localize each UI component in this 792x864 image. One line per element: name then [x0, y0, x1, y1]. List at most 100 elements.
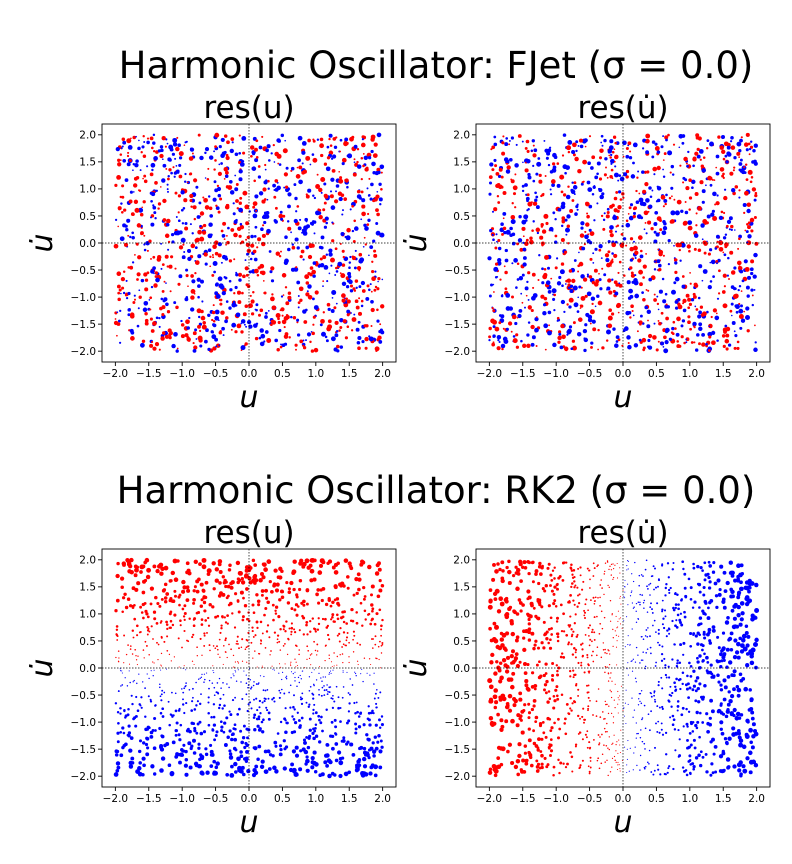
data-point: [213, 150, 216, 153]
data-point: [328, 759, 333, 765]
data-point: [115, 768, 120, 773]
data-point: [174, 755, 179, 759]
data-point: [609, 139, 614, 144]
data-point: [497, 339, 500, 342]
data-point: [743, 686, 749, 692]
data-point: [228, 686, 230, 689]
data-point: [373, 697, 376, 700]
data-point: [749, 217, 755, 223]
data-point: [199, 344, 203, 348]
data-point: [579, 307, 582, 309]
data-point: [125, 296, 129, 300]
data-point: [204, 262, 208, 266]
data-point: [150, 222, 155, 227]
data-point: [660, 659, 664, 662]
data-point: [363, 657, 366, 659]
data-point: [115, 625, 119, 628]
data-point: [732, 169, 735, 172]
data-point: [270, 279, 275, 283]
data-point: [245, 221, 250, 226]
data-point: [580, 274, 585, 279]
data-point: [143, 243, 146, 246]
data-point: [683, 586, 687, 590]
data-point: [144, 742, 149, 747]
data-point: [598, 244, 603, 249]
data-point: [640, 729, 642, 731]
data-point: [656, 602, 659, 605]
data-point: [309, 568, 315, 574]
data-point: [647, 345, 653, 350]
data-point: [655, 146, 660, 151]
data-point: [142, 616, 145, 620]
data-point: [242, 274, 246, 279]
data-point: [657, 340, 660, 343]
data-point: [159, 306, 163, 311]
data-point: [138, 139, 140, 142]
data-point: [310, 222, 315, 226]
data-point: [169, 626, 172, 629]
data-point: [122, 270, 126, 273]
y-tick-label: 1.5: [453, 157, 470, 169]
data-point: [342, 255, 345, 259]
data-point: [336, 349, 340, 353]
data-point: [187, 338, 191, 342]
data-point: [173, 656, 176, 658]
data-point: [185, 598, 190, 602]
data-point: [235, 560, 241, 566]
data-point: [282, 671, 284, 673]
data-point: [537, 737, 541, 741]
data-point: [353, 701, 356, 705]
data-point: [231, 612, 234, 615]
data-point: [206, 572, 211, 576]
data-point: [728, 278, 730, 280]
data-point: [614, 154, 619, 159]
data-point: [580, 661, 583, 664]
data-point: [374, 285, 378, 289]
data-point: [116, 635, 119, 638]
data-point: [305, 755, 309, 759]
data-point: [193, 729, 197, 733]
data-point: [228, 710, 231, 713]
data-point: [337, 750, 342, 755]
data-point: [584, 294, 588, 298]
data-point: [157, 149, 162, 153]
data-point: [186, 639, 188, 642]
data-point: [306, 332, 312, 337]
data-point: [554, 217, 557, 221]
data-point: [167, 174, 170, 178]
data-point: [708, 248, 713, 252]
data-point: [504, 614, 510, 620]
data-point: [316, 138, 320, 141]
data-point: [669, 586, 672, 590]
data-point: [657, 248, 660, 251]
data-point: [376, 132, 382, 138]
data-point: [662, 299, 667, 304]
data-point: [178, 707, 181, 711]
data-point: [333, 718, 337, 722]
data-point: [291, 245, 296, 250]
data-point: [250, 299, 255, 304]
data-point: [120, 292, 122, 295]
data-point: [283, 334, 289, 339]
data-point: [242, 312, 247, 317]
data-point: [505, 159, 510, 164]
data-point: [641, 170, 645, 174]
data-point: [745, 756, 750, 761]
data-point: [274, 612, 278, 615]
data-point: [354, 226, 359, 231]
data-point: [259, 675, 262, 677]
data-point: [326, 156, 331, 160]
data-point: [226, 735, 230, 740]
data-point: [202, 321, 206, 325]
data-point: [346, 313, 350, 317]
data-point: [372, 638, 374, 640]
data-point: [266, 689, 269, 691]
data-point: [328, 691, 331, 694]
data-point: [297, 306, 300, 309]
data-point: [254, 268, 259, 274]
data-point: [630, 271, 634, 275]
data-point: [677, 242, 682, 248]
data-point: [561, 334, 566, 340]
data-point: [278, 163, 282, 166]
data-point: [530, 324, 535, 330]
